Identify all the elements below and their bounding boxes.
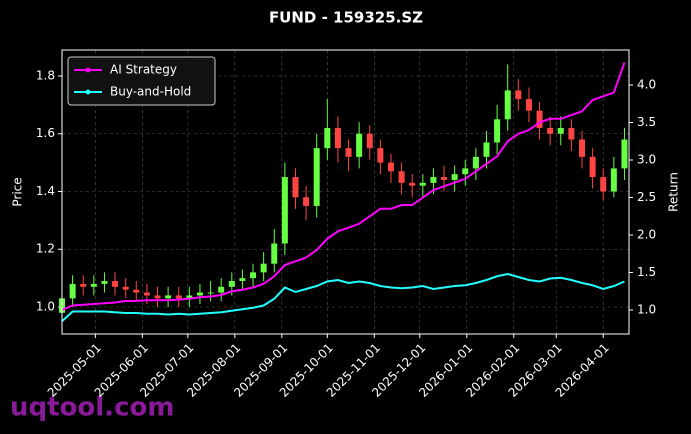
legend-marker: [85, 67, 91, 73]
candle-body: [356, 133, 363, 157]
candle-body: [621, 139, 628, 169]
y2-tick-label: 3.5: [637, 115, 656, 129]
legend-box: [67, 56, 216, 106]
candle-body: [324, 127, 331, 149]
candle-body: [334, 127, 341, 149]
candle-body: [525, 99, 532, 111]
candle-body: [462, 168, 469, 175]
candle-body: [504, 90, 511, 120]
plot-frame: [61, 49, 630, 335]
candle-body: [101, 281, 108, 284]
candle-body: [218, 286, 225, 293]
candle-body: [186, 295, 193, 299]
candle-body: [472, 156, 479, 169]
candle-body: [589, 156, 596, 178]
candle-body: [557, 127, 564, 134]
candle-body: [579, 139, 586, 157]
candle-body: [122, 286, 129, 290]
candle-body: [313, 148, 320, 206]
candle-body: [345, 148, 352, 157]
candle-body: [515, 90, 522, 100]
y2-tick-label: 1.5: [637, 265, 656, 279]
legend-label: AI Strategy: [110, 63, 177, 77]
candle-body: [600, 177, 607, 192]
candle-body: [239, 278, 246, 282]
y-tick-label: 1.8: [36, 68, 55, 82]
candle-body: [398, 171, 405, 183]
candle-body: [303, 197, 310, 206]
y-tick-label: 1.6: [36, 126, 55, 140]
y2-tick-label: 3.0: [637, 153, 656, 167]
candle-body: [409, 182, 416, 186]
candle-body: [610, 168, 617, 192]
y2-axis-label: Return: [667, 172, 681, 212]
candle-body: [494, 119, 501, 143]
candle-body: [69, 283, 76, 299]
candle-body: [377, 148, 384, 163]
y2-tick-label: 2.0: [637, 228, 656, 242]
candle-body: [451, 174, 458, 180]
candle-body: [536, 110, 543, 128]
candle-body: [207, 292, 214, 294]
candle-body: [292, 177, 299, 198]
y2-tick-label: 4.0: [637, 78, 656, 92]
candle-body: [483, 142, 490, 157]
candle-body: [196, 292, 203, 296]
y-axis-label: Price: [11, 177, 25, 206]
candle-body: [228, 281, 235, 287]
candle-body: [143, 292, 150, 296]
y-tick-label: 1.0: [36, 300, 55, 314]
candle-body: [441, 177, 448, 180]
candle-body: [165, 295, 172, 299]
candle-body: [281, 177, 288, 244]
candle-body: [80, 283, 87, 287]
candle-body: [154, 295, 161, 299]
candle-body: [133, 289, 140, 293]
candle-body: [271, 243, 278, 264]
watermark: uqtool.com: [10, 393, 174, 423]
candle-body: [547, 127, 554, 134]
candle-body: [90, 283, 97, 287]
legend-label: Buy-and-Hold: [110, 85, 191, 99]
candle-body: [430, 177, 437, 183]
candle-body: [568, 127, 575, 140]
chart-title: FUND - 159325.SZ: [269, 9, 423, 27]
candle-body: [250, 272, 257, 279]
legend-marker: [85, 89, 91, 95]
y-tick-label: 1.4: [36, 184, 55, 198]
candle-body: [419, 182, 426, 186]
line-series: [61, 272, 625, 322]
candle-body: [112, 281, 119, 287]
candle-body: [175, 295, 182, 299]
y2-tick-label: 2.5: [637, 190, 656, 204]
y2-tick-label: 1.0: [637, 303, 656, 317]
candle-body: [260, 263, 267, 273]
y-tick-label: 1.2: [36, 242, 55, 256]
candle-body: [387, 162, 394, 172]
line-series: [61, 62, 626, 311]
candle-body: [366, 133, 373, 149]
